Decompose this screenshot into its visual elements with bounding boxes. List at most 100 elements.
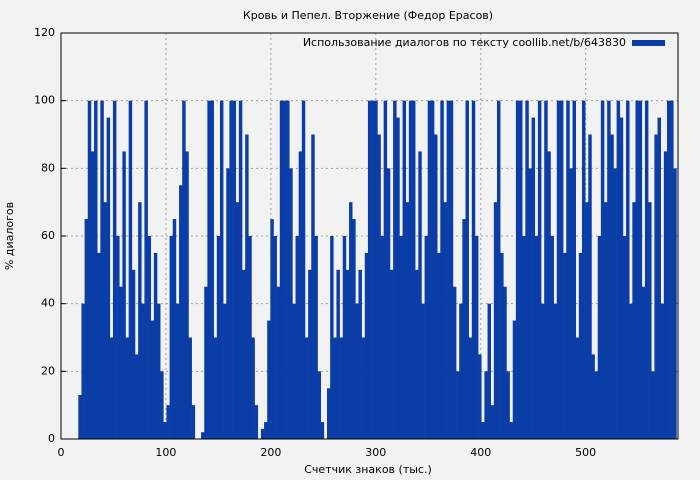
bar xyxy=(245,134,249,439)
bar xyxy=(594,371,599,439)
bar xyxy=(534,236,539,439)
x-tick-label: 0 xyxy=(58,446,65,459)
bar xyxy=(471,100,476,440)
bar xyxy=(525,100,529,440)
bar xyxy=(295,236,299,439)
y-tick-label: 20 xyxy=(41,364,55,377)
bar xyxy=(367,100,372,440)
bar xyxy=(490,405,495,439)
bar xyxy=(613,168,617,440)
bar xyxy=(556,100,561,440)
bar xyxy=(374,100,378,440)
bar xyxy=(569,168,573,440)
bar xyxy=(559,100,564,440)
bar xyxy=(673,168,677,440)
bar xyxy=(619,117,624,439)
bar xyxy=(415,269,419,439)
bar xyxy=(119,286,123,439)
bar xyxy=(651,371,655,439)
bar xyxy=(141,303,145,439)
bar xyxy=(575,337,580,439)
bar xyxy=(238,100,243,440)
y-tick-label: 80 xyxy=(41,161,55,174)
bar xyxy=(405,202,410,439)
bar xyxy=(657,117,661,439)
bar xyxy=(216,236,221,439)
y-tick-label: 100 xyxy=(34,94,55,107)
bar xyxy=(393,100,397,440)
bar xyxy=(581,100,586,440)
bar xyxy=(456,371,460,439)
bar xyxy=(437,252,441,439)
bar xyxy=(125,337,129,439)
legend-swatch xyxy=(632,40,665,46)
bar xyxy=(248,236,252,439)
bar xyxy=(430,100,435,440)
bar xyxy=(512,320,517,439)
bar xyxy=(78,395,82,439)
y-tick-label: 0 xyxy=(48,432,55,445)
bar xyxy=(273,236,277,439)
bar xyxy=(434,134,438,439)
bar xyxy=(97,252,101,439)
bar xyxy=(191,405,196,439)
bar xyxy=(339,337,344,439)
bar xyxy=(229,100,233,440)
bar xyxy=(112,100,117,440)
bar xyxy=(134,354,139,439)
bar xyxy=(515,100,520,440)
bar xyxy=(342,236,347,439)
bar xyxy=(320,422,325,439)
bar xyxy=(179,185,183,439)
bar xyxy=(276,286,281,439)
bar xyxy=(644,100,649,440)
bar xyxy=(254,405,259,439)
x-tick-label: 500 xyxy=(575,446,596,459)
bar xyxy=(172,219,177,439)
x-tick-label: 100 xyxy=(155,446,176,459)
bar xyxy=(210,100,214,440)
x-tick-label: 200 xyxy=(260,446,281,459)
bar xyxy=(616,100,621,440)
bar xyxy=(452,286,457,439)
bar xyxy=(289,168,293,440)
bar xyxy=(660,303,665,439)
bar xyxy=(166,405,170,439)
bar xyxy=(550,236,554,439)
bar xyxy=(424,236,429,439)
bar xyxy=(138,202,142,439)
bar xyxy=(537,100,542,440)
bar xyxy=(443,202,447,439)
bar xyxy=(399,236,403,439)
bar xyxy=(147,236,152,439)
bar xyxy=(235,202,240,439)
bar xyxy=(648,202,652,439)
bar xyxy=(446,100,451,440)
bar xyxy=(468,337,473,439)
bar xyxy=(223,303,227,439)
y-tick-label: 40 xyxy=(41,297,55,310)
bar xyxy=(242,269,246,439)
bar xyxy=(185,151,189,439)
bar xyxy=(600,100,605,440)
bar xyxy=(629,303,633,439)
bar xyxy=(386,168,391,440)
bar xyxy=(547,151,551,439)
bar xyxy=(402,100,407,440)
bar xyxy=(484,371,488,439)
bar xyxy=(308,269,312,439)
bar xyxy=(317,371,322,439)
bar xyxy=(292,303,296,439)
bar xyxy=(267,320,271,439)
bar xyxy=(122,151,126,439)
bar xyxy=(544,100,548,440)
y-axis-label: % диалогов xyxy=(3,202,16,270)
bar xyxy=(481,422,485,439)
bar xyxy=(213,337,218,439)
bar xyxy=(670,100,674,440)
bar xyxy=(207,100,211,440)
bar xyxy=(100,100,104,440)
bar xyxy=(531,117,536,439)
bar xyxy=(503,286,507,439)
